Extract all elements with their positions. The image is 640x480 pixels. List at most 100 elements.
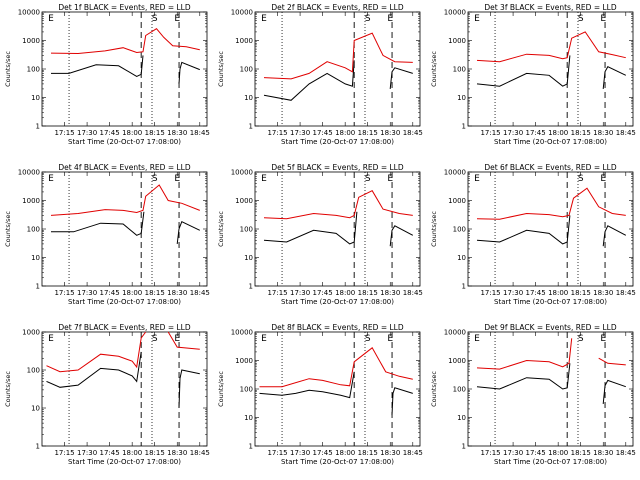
y-axis-label: Counts/sec: [430, 371, 438, 407]
plot-frame: [467, 171, 634, 287]
x-tick-label: 18:45: [190, 289, 210, 297]
events-series-line: [51, 55, 200, 84]
event-marker: E: [48, 174, 54, 184]
y-tick-label: 1: [462, 123, 466, 131]
y-tick-label: 10000: [444, 9, 466, 17]
y-tick-label: 10000: [18, 9, 40, 17]
x-tick-label: 18:00: [548, 449, 568, 457]
x-tick-label: 18:00: [122, 449, 142, 457]
plot-frame: [254, 171, 421, 287]
y-tick-label: 1: [36, 443, 40, 451]
events-series-line: [476, 55, 627, 89]
x-tick-label: 18:15: [145, 449, 165, 457]
x-tick-label: 17:45: [526, 449, 546, 457]
x-tick-label: 18:30: [380, 129, 400, 137]
lld-series-line: [476, 187, 626, 220]
x-tick-label: 18:30: [593, 129, 613, 137]
y-tick-label: 10: [31, 405, 40, 413]
panel-title: Det 3f BLACK = Events, RED = LLD: [484, 3, 617, 12]
x-tick-label: 18:00: [122, 289, 142, 297]
y-tick-label: 1: [36, 123, 40, 131]
y-tick-label: 10000: [231, 169, 253, 177]
event-marker: E: [600, 174, 606, 184]
events-series-line: [259, 371, 413, 416]
x-tick-label: 18:30: [380, 449, 400, 457]
panel-title: Det 6f BLACK = Events, RED = LLD: [484, 163, 617, 172]
events-series-line: [476, 363, 626, 404]
event-marker: E: [261, 334, 267, 344]
panel-title: Det 9f BLACK = Events, RED = LLD: [484, 323, 617, 332]
x-tick-label: 18:45: [403, 289, 423, 297]
y-tick-label: 1000: [448, 197, 466, 205]
event-marker: E: [600, 14, 606, 24]
y-tick-label: 100: [27, 66, 40, 74]
y-tick-label: 10: [31, 94, 40, 102]
y-tick-label: 10: [457, 254, 466, 262]
x-tick-label: 17:45: [313, 449, 333, 457]
event-marker: E: [387, 334, 393, 344]
event-marker: S: [578, 174, 584, 184]
x-axis-label: Start Time (20-Oct-07 17:08:00): [494, 298, 607, 306]
x-tick-label: 17:15: [267, 129, 287, 137]
x-tick-label: 18:15: [571, 129, 591, 137]
panel-6: Det 6f BLACK = Events, RED = LLD 1 10 100 10…: [430, 163, 636, 306]
x-axis-label: Start Time (20-Oct-07 17:08:00): [281, 138, 394, 146]
plot-frame: [41, 171, 208, 287]
x-tick-label: 17:30: [77, 289, 97, 297]
event-marker: E: [261, 14, 267, 24]
event-marker: S: [578, 14, 584, 24]
x-tick-label: 17:30: [77, 449, 97, 457]
x-tick-label: 17:15: [480, 289, 500, 297]
x-tick-label: 17:30: [503, 449, 523, 457]
panel-4: Det 4f BLACK = Events, RED = LLD 1 10 100 10…: [4, 163, 210, 306]
y-tick-label: 1: [249, 123, 253, 131]
event-marker: E: [48, 14, 54, 24]
panel-9: Det 9f BLACK = Events, RED = LLD 1 10 100 10…: [430, 323, 636, 466]
event-marker: S: [578, 334, 584, 344]
lld-series-line: [46, 331, 200, 373]
x-tick-label: 17:45: [100, 289, 120, 297]
event-marker: E: [174, 14, 180, 24]
events-series-line: [263, 60, 413, 101]
x-tick-label: 18:45: [616, 129, 636, 137]
x-tick-label: 18:45: [190, 449, 210, 457]
x-tick-label: 18:30: [380, 289, 400, 297]
lld-series-line: [476, 31, 626, 63]
y-tick-label: 100: [453, 386, 466, 394]
event-marker: S: [152, 174, 158, 184]
panel-7: Det 7f BLACK = Events, RED = LLD 1 10 100 10…: [4, 323, 210, 466]
event-marker: E: [474, 334, 480, 344]
y-tick-label: 10: [457, 414, 466, 422]
lld-series-line: [263, 32, 413, 80]
x-tick-label: 17:30: [290, 289, 310, 297]
x-tick-label: 18:00: [122, 129, 142, 137]
y-tick-label: 10: [457, 94, 466, 102]
events-series-line: [476, 215, 627, 247]
y-tick-label: 1000: [235, 357, 253, 365]
events-series-line: [51, 211, 201, 244]
y-axis-label: Counts/sec: [430, 51, 438, 87]
event-marker: E: [261, 174, 267, 184]
x-tick-label: 18:30: [167, 449, 187, 457]
y-tick-label: 1000: [22, 197, 40, 205]
event-marker: S: [365, 174, 371, 184]
y-tick-label: 1000: [448, 357, 466, 365]
panel-1: Det 1f BLACK = Events, RED = LLD 1 10 100 10…: [4, 3, 210, 146]
x-axis-label: Start Time (20-Oct-07 17:08:00): [494, 458, 607, 466]
x-tick-label: 17:15: [54, 129, 74, 137]
y-tick-label: 1: [36, 283, 40, 291]
x-tick-label: 18:15: [571, 449, 591, 457]
plot-frame: [467, 11, 634, 127]
y-tick-label: 10000: [444, 329, 466, 337]
y-tick-label: 10: [31, 254, 40, 262]
y-tick-label: 10: [244, 414, 253, 422]
x-tick-label: 18:00: [335, 449, 355, 457]
x-tick-label: 18:15: [571, 289, 591, 297]
x-tick-label: 18:15: [145, 129, 165, 137]
x-tick-label: 17:30: [290, 129, 310, 137]
x-axis-label: Start Time (20-Oct-07 17:08:00): [68, 298, 181, 306]
x-tick-label: 18:30: [593, 289, 613, 297]
y-tick-label: 1: [462, 443, 466, 451]
x-tick-label: 18:30: [167, 289, 187, 297]
x-tick-label: 17:45: [313, 289, 333, 297]
